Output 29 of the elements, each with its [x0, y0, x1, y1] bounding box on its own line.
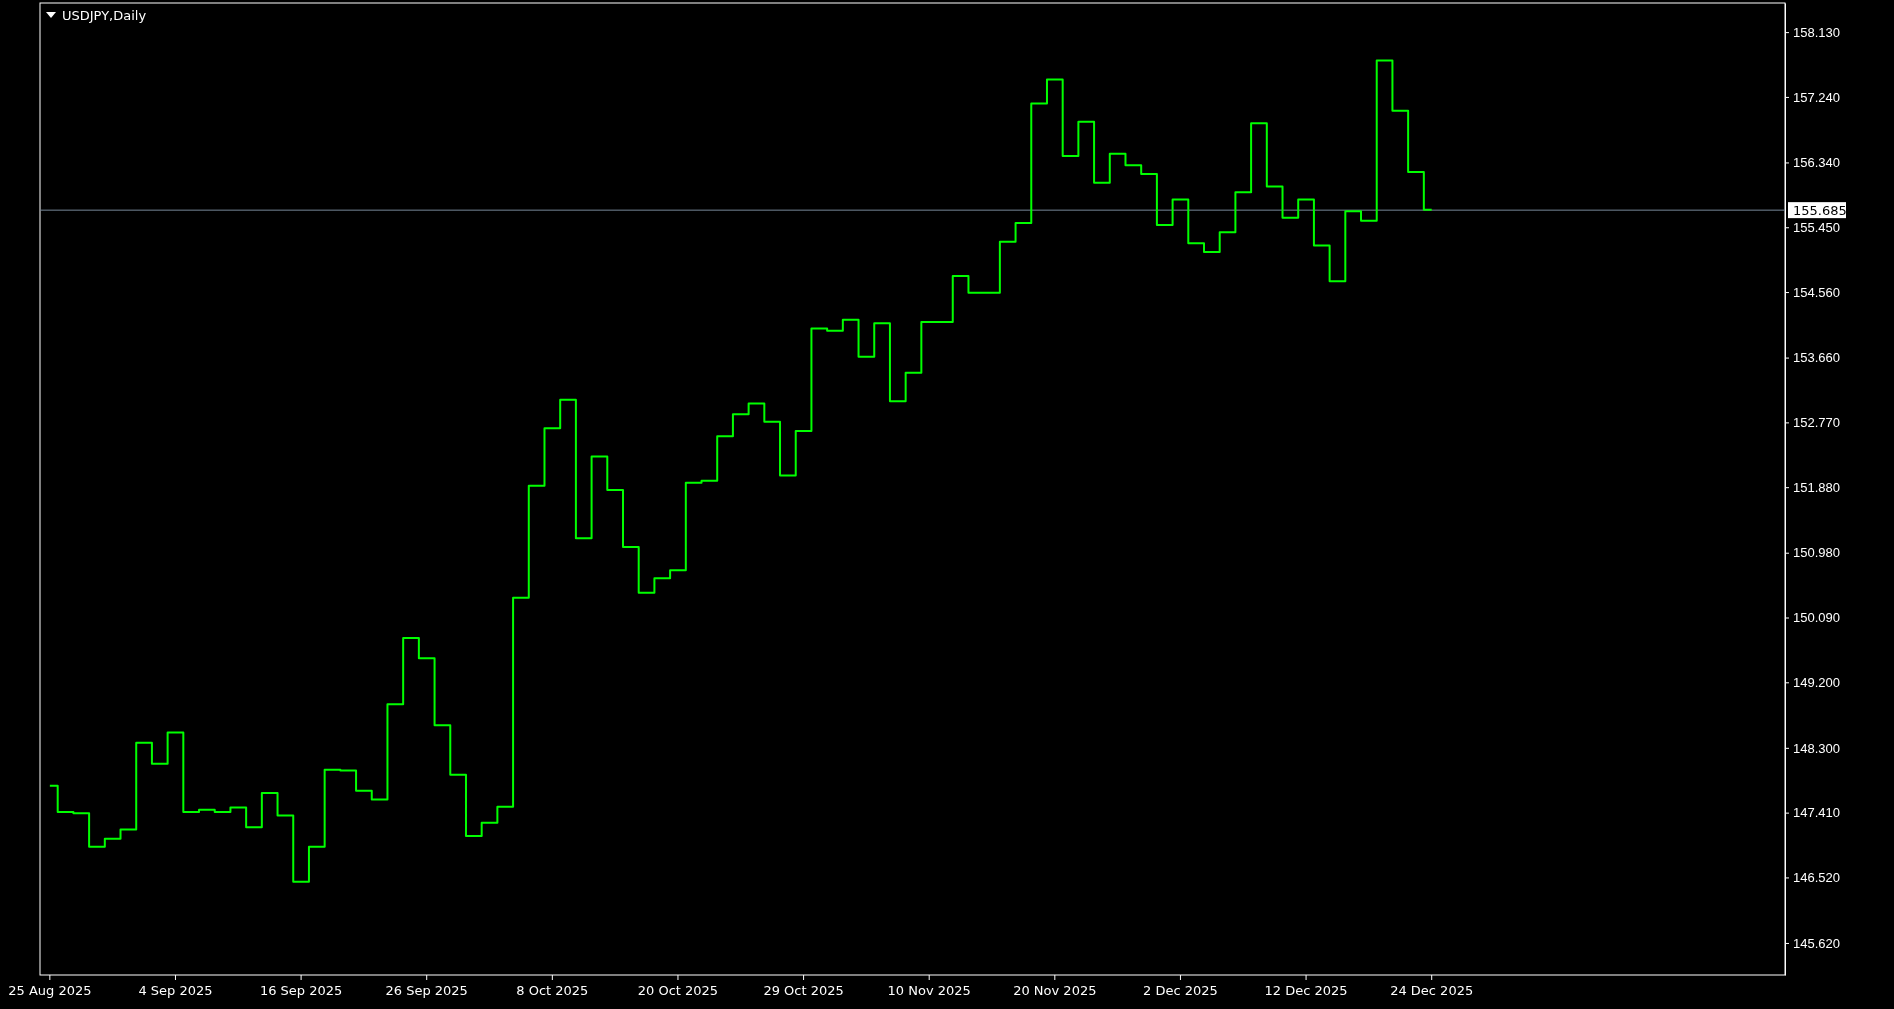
y-tick-label: 153.660 [1793, 350, 1840, 366]
y-tick-label: 146.520 [1793, 870, 1840, 886]
y-tick-label: 145.620 [1793, 935, 1840, 951]
x-tick-label: 20 Oct 2025 [637, 983, 719, 998]
y-tick-label: 156.340 [1793, 155, 1840, 171]
y-tick-label: 148.300 [1793, 740, 1840, 756]
y-tick-label: 152.770 [1793, 415, 1840, 431]
y-tick-label: 151.880 [1793, 479, 1840, 495]
y-tick-label: 158.130 [1793, 24, 1840, 40]
x-tick-label: 16 Sep 2025 [259, 983, 343, 998]
y-tick-label: 157.240 [1793, 89, 1840, 105]
y-tick-label: 154.560 [1793, 284, 1840, 300]
y-tick-label: 149.200 [1793, 674, 1840, 690]
y-tick-label: 155.450 [1793, 219, 1840, 235]
x-tick-label: 2 Dec 2025 [1143, 983, 1218, 998]
y-tick-label: 150.090 [1793, 610, 1840, 626]
chart-title: USDJPY,Daily [62, 8, 147, 23]
x-tick-label: 24 Dec 2025 [1390, 983, 1474, 998]
x-tick-label: 25 Aug 2025 [8, 983, 92, 998]
ref-line-label: 155.685 [1793, 203, 1847, 219]
y-tick-label: 147.410 [1793, 805, 1840, 821]
x-tick-label: 8 Oct 2025 [516, 983, 589, 998]
x-tick-label: 20 Nov 2025 [1013, 983, 1097, 998]
y-tick-label: 150.980 [1793, 545, 1840, 561]
x-tick-label: 26 Sep 2025 [385, 983, 468, 998]
x-tick-label: 10 Nov 2025 [887, 983, 971, 998]
x-tick-label: 12 Dec 2025 [1264, 983, 1348, 998]
x-tick-label: 29 Oct 2025 [763, 983, 844, 998]
x-tick-label: 4 Sep 2025 [138, 983, 213, 998]
